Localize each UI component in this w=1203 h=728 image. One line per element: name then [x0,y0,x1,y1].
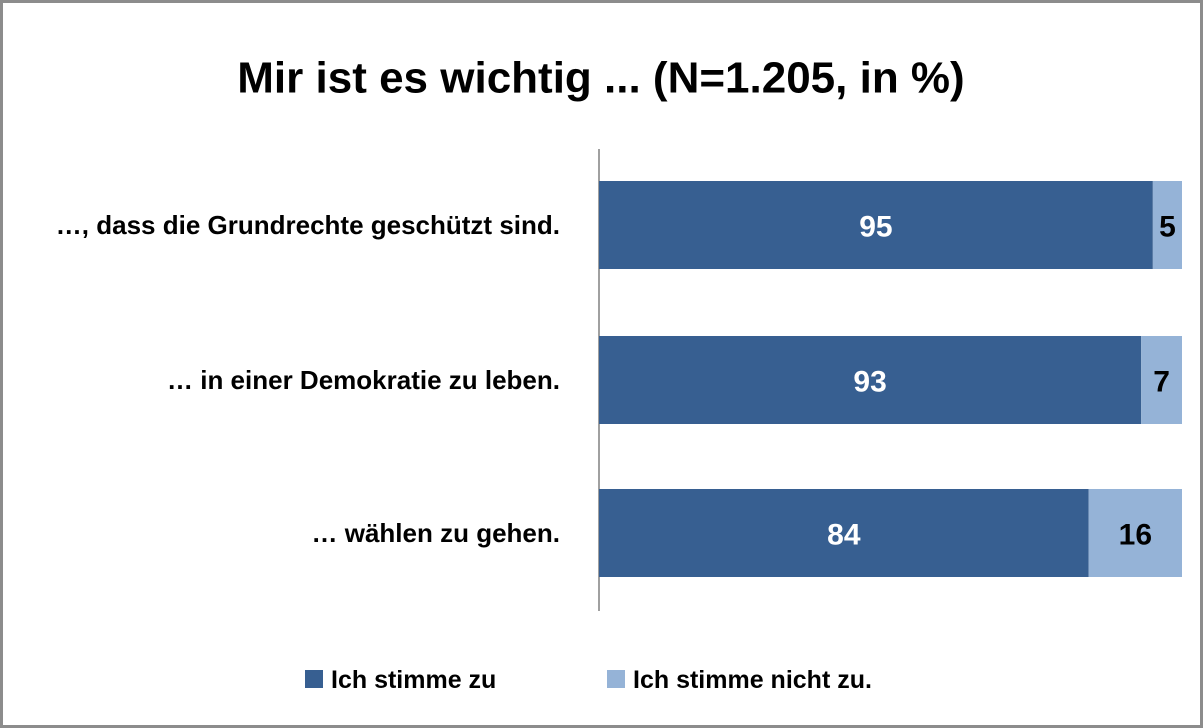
value-label: 5 [1159,211,1176,244]
value-label: 93 [853,366,886,399]
bar-segment [599,181,1153,269]
category-text: … in einer Demokratie zu leben. [167,365,560,395]
bar-segment [599,336,1142,424]
bar-segment [1141,336,1182,424]
legend-swatch [305,670,323,688]
value-label: 95 [859,211,892,244]
category-text: … wählen zu gehen. [311,518,560,548]
legend-swatch [607,670,625,688]
value-label: 16 [1119,519,1152,552]
category-label: …, dass die Grundrechte geschützt sind. [20,205,560,245]
chart-canvas: Mir ist es wichtig ... (N=1.205, in %) 9… [237,54,1182,694]
chart-title: Mir ist es wichtig ... (N=1.205, in %) [237,54,964,103]
category-text: …, dass die Grundrechte geschützt sind. [55,210,560,240]
bar-segment [1152,181,1182,269]
category-label: … in einer Demokratie zu leben. [20,360,560,400]
value-label: 7 [1153,366,1170,399]
category-label: … wählen zu gehen. [20,513,560,553]
legend-label: Ich stimme zu [331,666,496,694]
bar-segment [1088,489,1182,577]
legend-label: Ich stimme nicht zu. [633,666,872,694]
value-label: 84 [827,519,861,552]
bar-segment [599,489,1089,577]
